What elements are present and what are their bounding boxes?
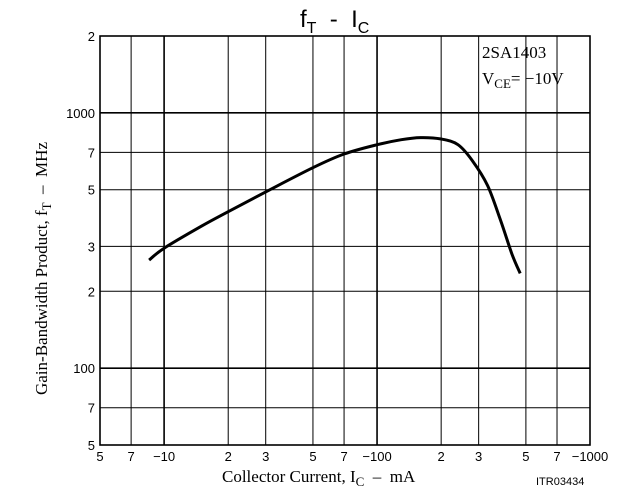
x-tick-label: 7 [128, 449, 135, 464]
y-tick-label: 2 [88, 29, 95, 44]
grid [100, 36, 590, 445]
ft-vs-ic-curve [148, 136, 522, 275]
y-tick-label: 7 [88, 145, 95, 160]
test-condition: VCE= −10V [482, 69, 564, 91]
x-tick-label: 2 [438, 449, 445, 464]
x-tick-label: 5 [96, 449, 103, 464]
y-tick-label: 100 [73, 361, 95, 376]
x-tick-label: 7 [553, 449, 560, 464]
x-tick-label: −10 [153, 449, 175, 464]
x-tick-label: 7 [340, 449, 347, 464]
tick-labels: 5 7 −10 2 3 5 7 −100 2 3 5 7 −1000 5 7 100 2 3 5 7 1000 2 [66, 29, 608, 464]
x-tick-label: −100 [362, 449, 391, 464]
plot-frame [99, 35, 591, 446]
series [148, 136, 522, 275]
part-number: 2SA1403 [482, 43, 546, 62]
x-tick-label: 2 [225, 449, 232, 464]
y-tick-label: 7 [88, 401, 95, 416]
x-tick-label: 5 [522, 449, 529, 464]
y-axis-label: Gain-Bandwidth Product, fT – MHz [32, 142, 54, 395]
x-tick-label: 5 [309, 449, 316, 464]
x-tick-label: 3 [475, 449, 482, 464]
y-tick-label: 1000 [66, 106, 95, 121]
y-tick-label: 3 [88, 239, 95, 254]
x-axis-label: Collector Current, IC – mA [222, 467, 416, 489]
y-tick-label: 5 [88, 438, 95, 453]
y-tick-label: 5 [88, 183, 95, 198]
y-tick-label: 2 [88, 284, 95, 299]
chart-title: fT - IC [300, 6, 369, 37]
x-tick-label: −1000 [572, 449, 609, 464]
figure-code: ITR03434 [536, 476, 584, 488]
x-tick-label: 3 [262, 449, 269, 464]
